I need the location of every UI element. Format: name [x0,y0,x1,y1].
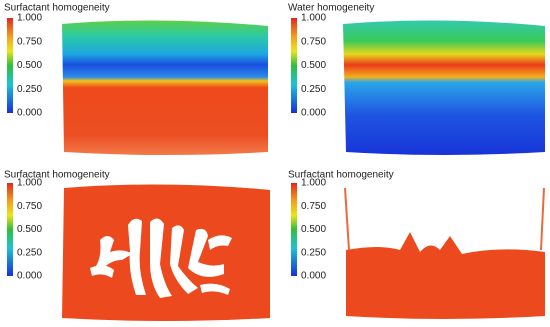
panel-title: Surfactant homogeneity [288,170,394,181]
pattern [90,218,232,298]
colorbar-tick: 0.250 [17,247,42,258]
panel-title: Water homogeneity [288,3,374,14]
colorbar-tick: 0.500 [301,60,326,71]
simulation-image [62,184,270,321]
colorbar-tick: 0.500 [301,224,326,235]
panel: Surfactant homogeneity 1.000 0.750 0.500… [288,170,545,319]
colorbar-tick: 1.000 [301,13,326,24]
colorbar-tick: 0.500 [17,224,42,235]
colorbar-tick: 0.000 [17,108,42,119]
colorbar-tick: 0.500 [17,60,42,71]
panel-title: Surfactant homogeneity [4,170,110,181]
colorbar-tick: 0.000 [301,108,326,119]
panel: Surfactant homogeneity 1.000 0.750 0.500… [4,170,270,321]
simulation-image [343,20,545,156]
panel-title: Surfactant homogeneity [4,3,110,14]
panel: Water homogeneity 1.000 0.750 0.500 0.25… [288,3,545,156]
simulation-image [62,20,268,156]
colorbar [291,18,297,113]
colorbar-tick: 0.000 [301,271,326,282]
edge [540,187,545,251]
simulation-image [346,232,545,319]
colorbar-tick: 0.750 [301,201,326,212]
edge [344,187,350,251]
colorbar-tick: 0.000 [17,271,42,282]
colorbar [291,183,297,276]
colorbar-tick: 0.250 [301,247,326,258]
colorbar-tick: 0.250 [17,84,42,95]
colorbar-tick: 0.750 [17,36,42,47]
colorbar [7,18,13,113]
colorbar [7,183,13,276]
colorbar-tick: 0.250 [301,84,326,95]
colorbar-tick: 1.000 [17,178,42,189]
colorbar-tick: 0.750 [17,201,42,212]
colorbar-tick: 0.750 [301,36,326,47]
colorbar-tick: 1.000 [17,13,42,24]
panel: Surfactant homogeneity 1.000 0.750 0.500… [4,3,268,156]
colorbar-tick: 1.000 [301,178,326,189]
